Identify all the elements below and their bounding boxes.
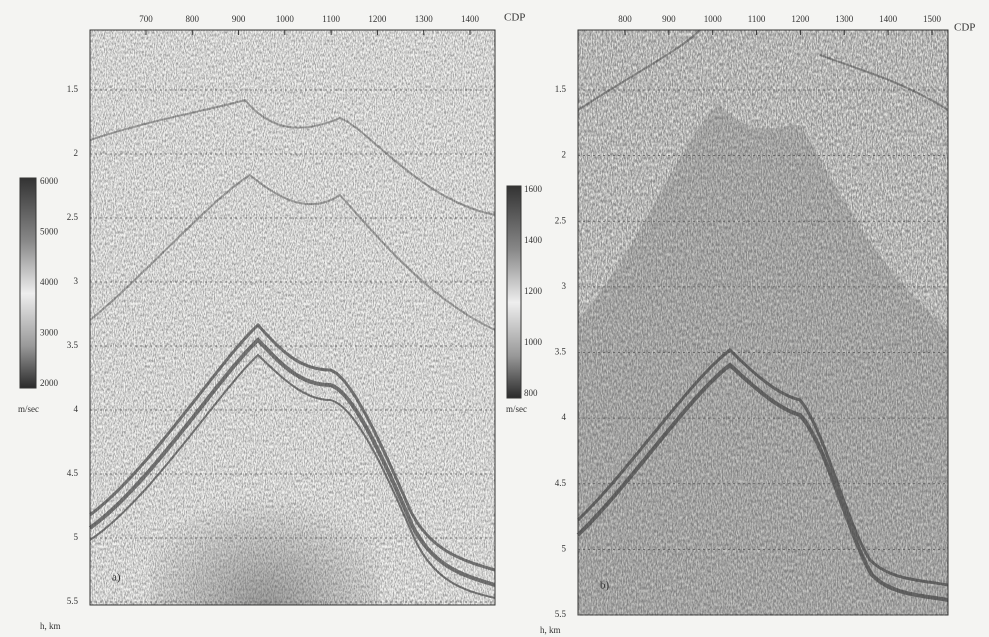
y-axis-title: h, km — [540, 625, 561, 635]
x-tick-label: 1100 — [322, 14, 340, 24]
colorbar — [19, 177, 37, 389]
y-tick-label: 4 — [562, 412, 567, 422]
y-tick-label: 2 — [74, 148, 79, 158]
y-axis-title: h, km — [40, 621, 61, 631]
x-tick-label: 1000 — [704, 14, 723, 24]
panel-label: a) — [112, 572, 121, 584]
colorbar-tick-label: 1600 — [524, 184, 543, 194]
x-tick-label: 1400 — [461, 14, 480, 24]
colorbar-tick-label: 1200 — [524, 286, 543, 296]
y-tick-label: 4 — [74, 404, 79, 414]
x-tick-label: 1200 — [368, 14, 387, 24]
y-tick-label: 2.5 — [555, 215, 567, 225]
y-tick-label: 3 — [562, 281, 567, 291]
y-tick-label: 2.5 — [67, 212, 79, 222]
colorbar-tick-label: 800 — [524, 388, 538, 398]
y-tick-label: 5.5 — [67, 596, 79, 606]
y-tick-label: 3.5 — [555, 347, 567, 357]
colorbar-tick-label: 6000 — [40, 176, 59, 186]
colorbar-tick-label: 1000 — [524, 337, 543, 347]
colorbar-tick-label: 2000 — [40, 378, 59, 388]
colorbar-tick-label: 3000 — [40, 328, 59, 338]
y-tick-label: 4.5 — [555, 478, 567, 488]
colorbar-tick-label: 5000 — [40, 227, 59, 237]
y-tick-label: 2 — [562, 150, 567, 160]
y-tick-label: 5.5 — [555, 609, 567, 619]
colorbar-tick-label: 1400 — [524, 235, 543, 245]
x-tick-label: 1400 — [879, 14, 898, 24]
x-tick-label: 800 — [618, 14, 632, 24]
x-tick-label: 1300 — [415, 14, 434, 24]
panel-label: b) — [600, 580, 610, 592]
colorbar-tick-label: 4000 — [40, 277, 59, 287]
colorbar-unit: m/sec — [18, 404, 39, 414]
x-tick-label: 800 — [186, 14, 200, 24]
x-tick-label: 1500 — [923, 14, 942, 24]
x-tick-label: 1200 — [791, 14, 810, 24]
x-tick-label: 900 — [662, 14, 676, 24]
panel-b-image: b) — [576, 29, 949, 616]
y-tick-label: 5 — [562, 543, 567, 553]
y-tick-label: 4.5 — [67, 468, 79, 478]
colorbar-unit: m/sec — [506, 404, 527, 414]
x-axis-title: CDP — [954, 22, 975, 34]
x-tick-label: 1000 — [276, 14, 295, 24]
panel-a-image: a) — [88, 29, 496, 606]
colorbar — [506, 185, 522, 399]
x-tick-label: 700 — [139, 14, 153, 24]
x-tick-label: 1300 — [835, 14, 854, 24]
y-tick-label: 3 — [74, 276, 79, 286]
y-tick-label: 1.5 — [67, 84, 79, 94]
y-tick-label: 3.5 — [67, 340, 79, 350]
x-tick-label: 1100 — [748, 14, 766, 24]
y-tick-label: 1.5 — [555, 84, 567, 94]
x-axis-title: CDP — [504, 12, 525, 24]
y-tick-label: 5 — [74, 532, 79, 542]
x-tick-label: 900 — [232, 14, 246, 24]
